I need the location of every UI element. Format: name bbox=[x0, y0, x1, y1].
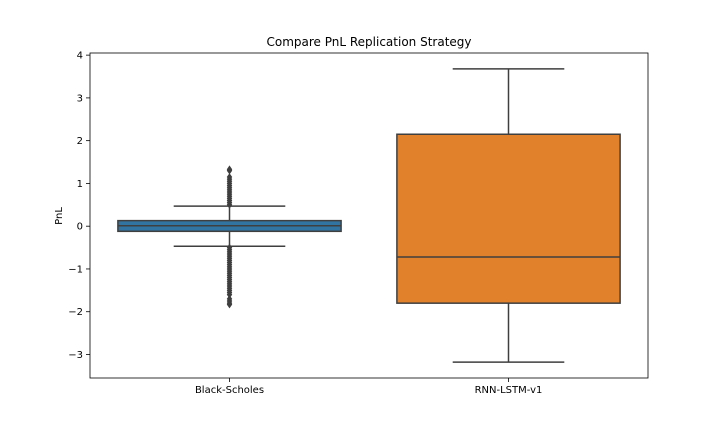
box-0-outlier-42 bbox=[226, 300, 233, 309]
y-tick-label-3: 1 bbox=[77, 179, 83, 190]
y-tick-label-5: −1 bbox=[68, 264, 83, 275]
y-tick-label-0: 4 bbox=[77, 51, 83, 62]
chart-title: Compare PnL Replication Strategy bbox=[266, 35, 471, 49]
plot-frame bbox=[89, 52, 649, 379]
box-0-outlier-13 bbox=[226, 173, 233, 181]
box-0-outlier-15 bbox=[226, 165, 233, 174]
y-tick-label-4: 0 bbox=[77, 222, 83, 233]
box-1-iqr-box bbox=[396, 133, 621, 304]
x-tick-label-0: Black-Scholes bbox=[195, 385, 264, 396]
y-tick-label-1: 3 bbox=[77, 93, 83, 104]
x-tick-label-1: RNN-LSTM-v1 bbox=[475, 385, 543, 396]
y-axis-label: PnL bbox=[54, 207, 65, 225]
y-tick-label-2: 2 bbox=[77, 136, 83, 147]
y-tick-label-7: −3 bbox=[68, 350, 83, 361]
plot-area: 4 3 2 1 0 −1 −2 −3 Black-Scholes RNN-LSTM-v1 bbox=[68, 51, 621, 396]
y-tick-label-6: −2 bbox=[68, 307, 83, 318]
